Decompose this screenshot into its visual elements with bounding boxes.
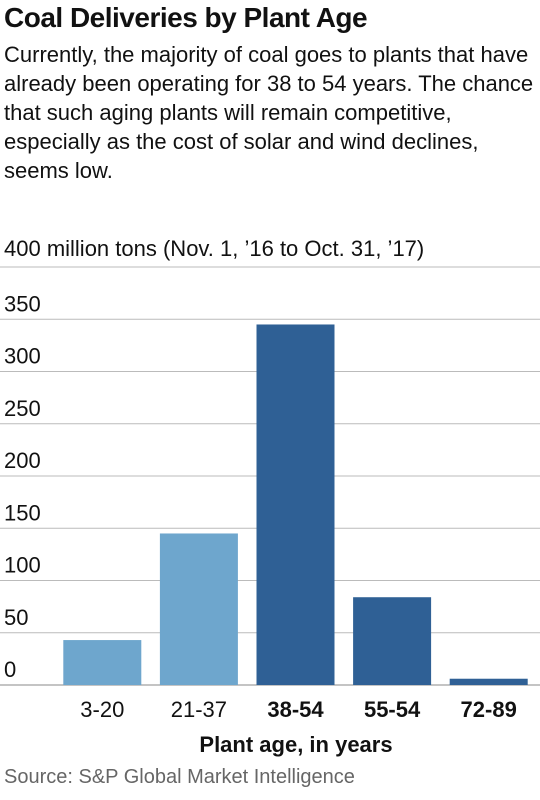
y-tick-label: 100 — [4, 553, 41, 578]
y-axis-ticks: 0 50 100 150 200 250 300 350 — [4, 291, 41, 682]
x-tick-label: 72-89 — [461, 697, 517, 722]
x-tick-label: 38-54 — [267, 697, 324, 722]
bar-chart: 0 50 100 150 200 250 300 350 3-20 21-37 38-54 55-5… — [0, 236, 540, 757]
x-tick-label: 21-37 — [171, 697, 227, 722]
y-tick-label: 50 — [4, 605, 28, 630]
y-tick-label: 200 — [4, 448, 41, 473]
chart-title: Coal Deliveries by Plant Age — [4, 2, 368, 33]
chart-subtitle: Currently, the majority of coal goes to … — [4, 42, 534, 183]
y-tick-label: 150 — [4, 500, 41, 525]
y-tick-label: 350 — [4, 291, 41, 316]
bar-21-37 — [159, 533, 238, 685]
x-tick-label: 55-54 — [364, 697, 421, 722]
y-tick-label: 0 — [4, 657, 16, 682]
bar-38-54 — [256, 324, 335, 685]
y-tick-label: 300 — [4, 344, 41, 369]
source-note: Source: S&P Global Market Intelligence — [4, 766, 355, 788]
bar-3-20 — [63, 640, 142, 685]
bar-55-54 — [353, 597, 432, 685]
y-axis-label: 400 million tons (Nov. 1, ’16 to Oct. 31… — [4, 236, 424, 261]
bar-72-89 — [449, 678, 528, 685]
x-tick-label: 3-20 — [80, 697, 124, 722]
bars — [63, 324, 528, 685]
x-axis-ticks: 3-20 21-37 38-54 55-54 72-89 — [80, 697, 517, 722]
y-tick-label: 250 — [4, 396, 41, 421]
x-axis-label: Plant age, in years — [199, 732, 392, 757]
